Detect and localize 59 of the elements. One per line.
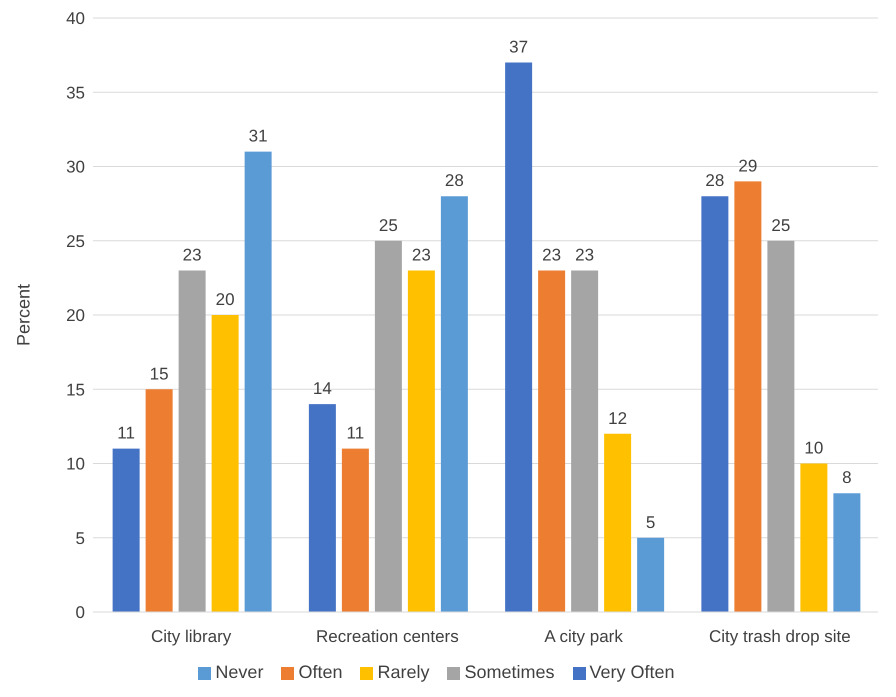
legend-label: Never: [215, 662, 264, 682]
y-tick-label: 35: [66, 83, 85, 102]
bar: [408, 270, 435, 612]
data-label: 25: [378, 216, 398, 235]
legend-label: Often: [298, 662, 342, 682]
data-label: 15: [150, 364, 169, 384]
bar: [571, 270, 598, 612]
data-label: 25: [771, 216, 790, 235]
bar: [833, 493, 860, 612]
bar: [178, 270, 206, 612]
bar: [734, 181, 762, 612]
data-label: 8: [842, 468, 852, 488]
data-label: 23: [182, 245, 202, 264]
y-tick-label: 30: [66, 158, 85, 177]
bar: [505, 62, 532, 612]
data-label: 29: [738, 156, 758, 176]
x-tick-label: A city park: [544, 627, 624, 646]
bar: [244, 152, 272, 612]
data-label: 5: [646, 512, 656, 532]
data-label: 31: [248, 126, 268, 146]
data-label: 37: [509, 38, 528, 57]
y-tick-label: 5: [76, 528, 85, 548]
y-tick-label: 20: [66, 306, 85, 326]
bar: [308, 404, 336, 612]
y-tick-label: 0: [76, 603, 85, 622]
bar: [604, 434, 632, 612]
bar: [342, 448, 369, 612]
bar: [538, 270, 566, 612]
data-label: 11: [117, 424, 135, 443]
bar: [146, 389, 173, 612]
y-tick-label: 40: [66, 9, 85, 28]
bar: [767, 240, 794, 612]
data-label: 23: [542, 245, 562, 264]
bar: [440, 196, 468, 612]
bar: [637, 538, 664, 612]
bar: [374, 240, 402, 612]
y-tick-label: 15: [66, 380, 85, 400]
bar: [701, 196, 728, 612]
y-tick-label: 25: [66, 232, 85, 251]
x-tick-label: City trash drop site: [709, 627, 851, 646]
data-label: 28: [444, 171, 464, 190]
data-label: 23: [412, 245, 431, 264]
bar: [800, 464, 828, 612]
data-label: 11: [346, 424, 364, 443]
bar: [212, 315, 239, 612]
data-label: 12: [608, 408, 628, 428]
y-tick-label: 10: [66, 454, 85, 474]
bar: [112, 448, 140, 612]
legend-label: Sometimes: [464, 662, 555, 682]
data-label: 10: [804, 438, 824, 458]
data-label: 14: [312, 379, 332, 398]
x-tick-label: Recreation centers: [316, 627, 459, 646]
data-label: 20: [216, 290, 235, 309]
legend-label: Rarely: [377, 662, 430, 682]
legend-label: Very Often: [590, 662, 675, 682]
data-label: 28: [705, 171, 724, 190]
x-tick-label: City library: [150, 627, 232, 646]
data-label: 23: [575, 245, 594, 264]
y-axis-title: Percent: [13, 284, 34, 346]
